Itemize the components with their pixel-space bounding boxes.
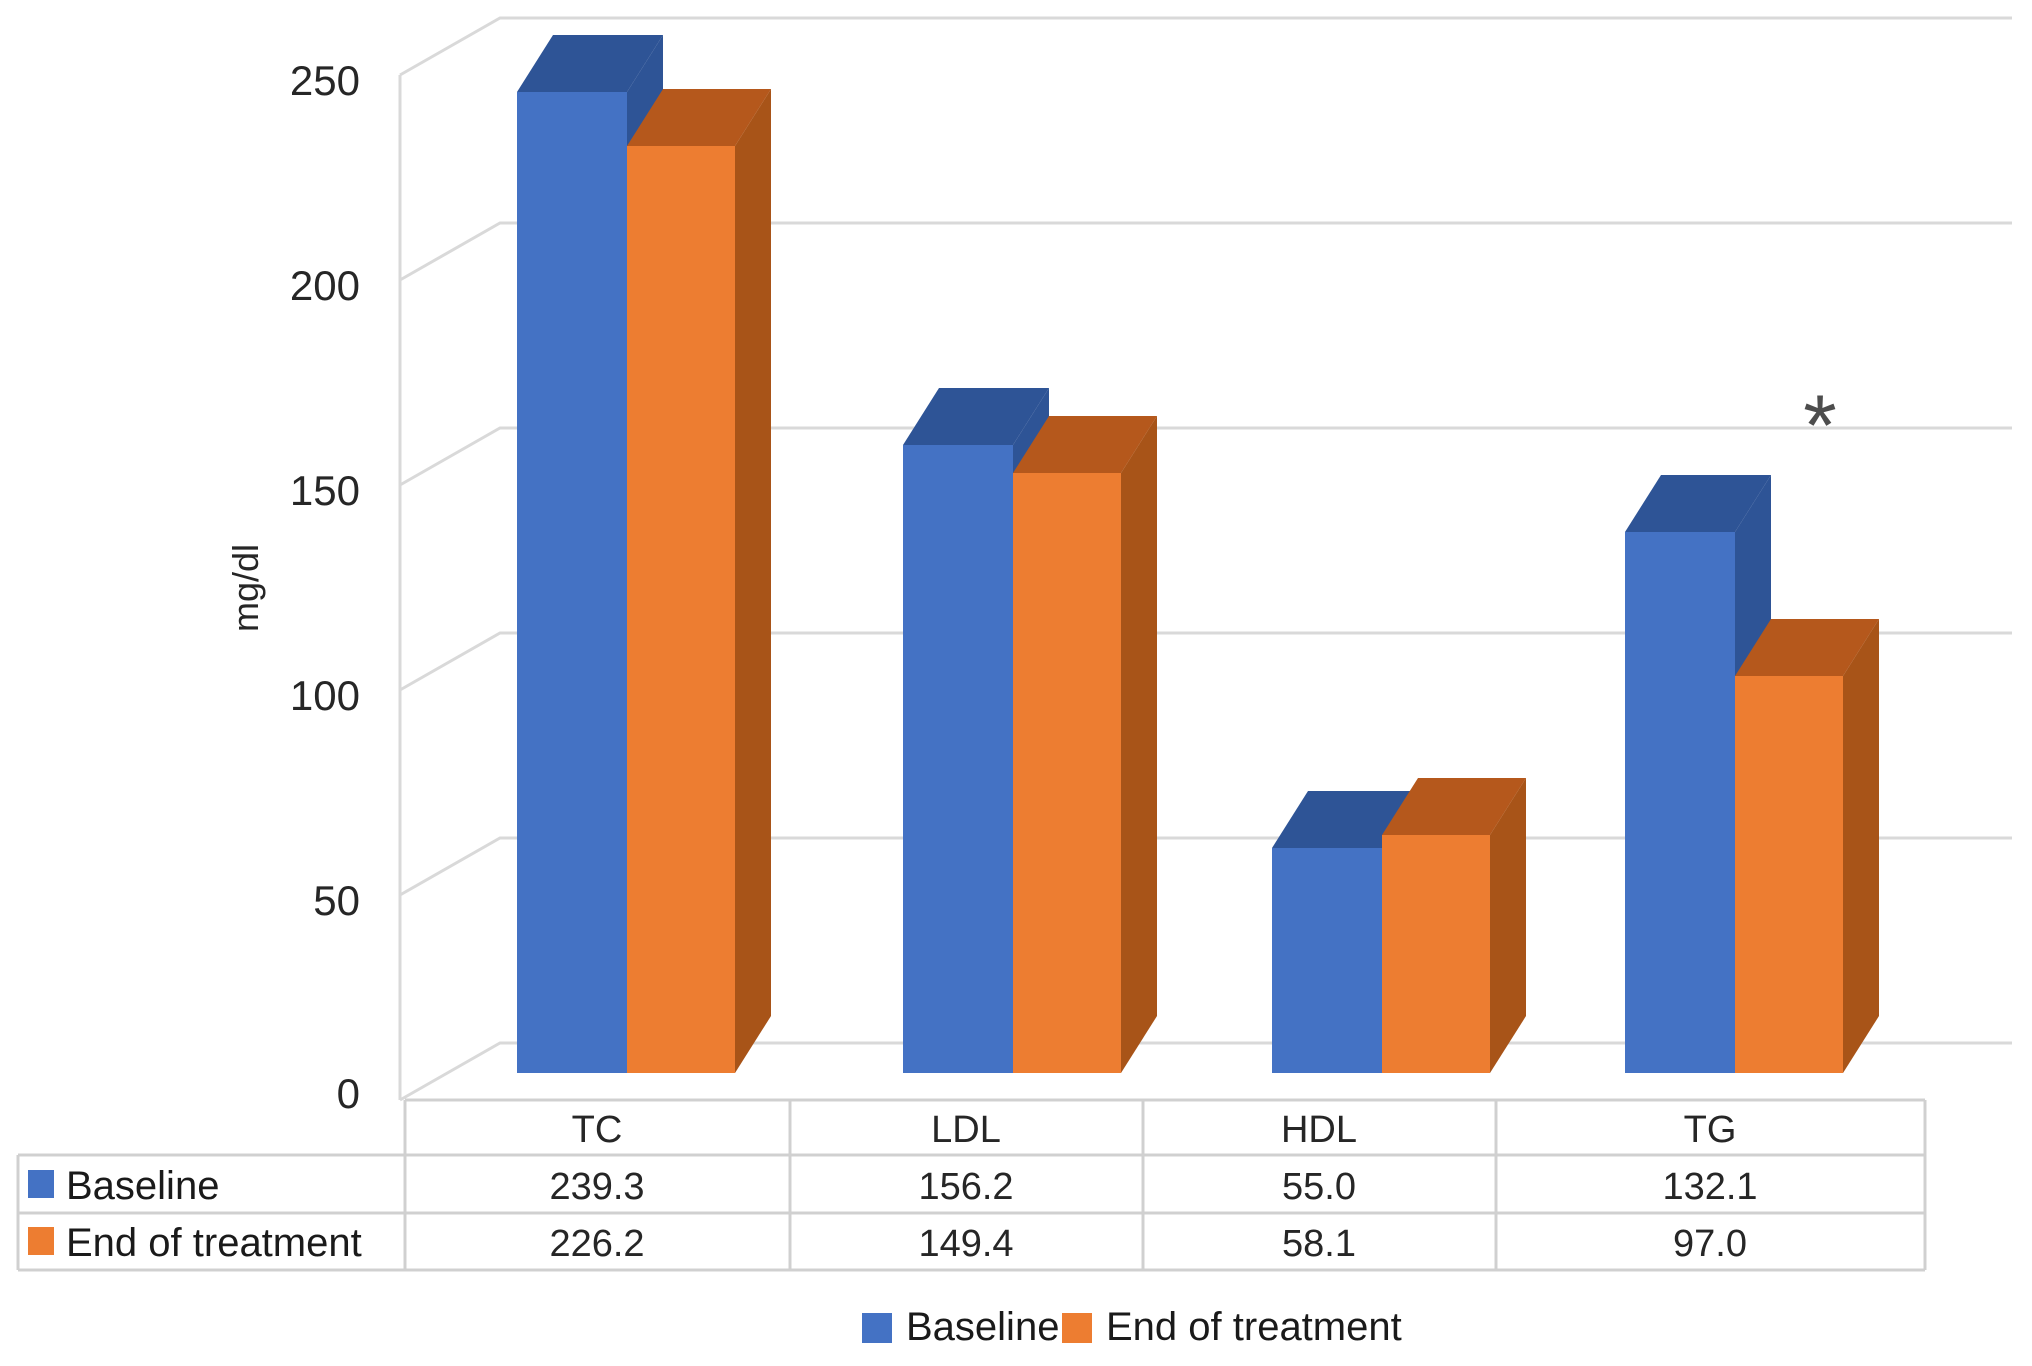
legend-swatch-baseline-icon (862, 1313, 892, 1343)
gridline-150 (399, 426, 2012, 487)
y-axis-tick-labels: 250 200 150 100 50 0 (290, 57, 360, 1117)
gridline-250 (399, 16, 2012, 77)
bar-tc-treatment (627, 89, 771, 1073)
bar-top-face (1735, 619, 1879, 676)
category-label-tc: TC (572, 1109, 623, 1151)
bar-side-face (735, 89, 771, 1073)
category-label-ldl: LDL (931, 1109, 1001, 1151)
y-tick-100: 100 (290, 672, 360, 719)
significance-asterisk: * (1803, 378, 1836, 474)
bar-front-face (903, 445, 1013, 1073)
bar-side-face (1490, 778, 1526, 1073)
data-table: TC LDL HDL TG Baseline 239.3 156.2 55.0 … (16, 1098, 1927, 1272)
table-cell-treatment-ldl: 149.4 (918, 1223, 1013, 1265)
table-cell-treatment-tc: 226.2 (549, 1223, 644, 1265)
category-label-hdl: HDL (1281, 1109, 1357, 1151)
chart-legend: Baseline End of treatment (862, 1305, 1402, 1349)
bar-front-face (1625, 532, 1735, 1073)
bar-tg-treatment (1735, 619, 1879, 1073)
gridlines (398, 16, 2012, 1102)
gridline-100 (399, 631, 2012, 692)
legend-label-treatment: End of treatment (1106, 1305, 1402, 1349)
series-swatch-icon (28, 1170, 54, 1198)
bar-top-face (517, 35, 663, 92)
table-cell-baseline-ldl: 156.2 (918, 1166, 1013, 1208)
bar-side-face (1843, 619, 1879, 1073)
legend-swatch-treatment-icon (1062, 1313, 1092, 1343)
bar-front-face (627, 146, 735, 1073)
table-row-label-treatment: End of treatment (66, 1221, 362, 1265)
table-cell-baseline-hdl: 55.0 (1282, 1166, 1356, 1208)
table-row: End of treatment 226.2 149.4 58.1 97.0 (28, 1221, 1747, 1265)
bar-ldl-treatment (1013, 416, 1157, 1073)
bar-front-face (1735, 676, 1843, 1073)
table-cell-baseline-tg: 132.1 (1662, 1166, 1757, 1208)
bar-side-face (1121, 416, 1157, 1073)
gridline-200 (399, 221, 2012, 282)
bar-top-face (1272, 791, 1418, 848)
table-rules (16, 1098, 1927, 1272)
bar-top-face (1382, 778, 1526, 835)
table-row: Baseline 239.3 156.2 55.0 132.1 (28, 1164, 1758, 1208)
bar-top-face (903, 388, 1049, 445)
bar-hdl-treatment (1382, 778, 1526, 1073)
y-tick-50: 50 (313, 877, 360, 924)
y-axis-title-group: mg/dl (225, 544, 266, 632)
bar-top-face (627, 89, 771, 146)
bar-front-face (517, 92, 627, 1073)
table-header-row: TC LDL HDL TG (572, 1109, 1737, 1151)
series-swatch-icon (28, 1227, 54, 1255)
y-tick-150: 150 (290, 467, 360, 514)
table-cell-treatment-hdl: 58.1 (1282, 1223, 1356, 1265)
bar-front-face (1272, 848, 1382, 1073)
bar-top-face (1625, 475, 1771, 532)
y-tick-200: 200 (290, 262, 360, 309)
table-cell-baseline-tc: 239.3 (549, 1166, 644, 1208)
bar-front-face (1382, 835, 1490, 1073)
legend-label-baseline: Baseline (906, 1305, 1059, 1349)
y-axis-title: mg/dl (225, 544, 266, 632)
category-label-tg: TG (1684, 1109, 1737, 1151)
y-tick-250: 250 (290, 57, 360, 104)
bar-top-face (1013, 416, 1157, 473)
table-cell-treatment-tg: 97.0 (1673, 1223, 1747, 1265)
y-tick-0: 0 (337, 1070, 360, 1117)
table-row-label-baseline: Baseline (66, 1164, 219, 1208)
bar-front-face (1013, 473, 1121, 1073)
